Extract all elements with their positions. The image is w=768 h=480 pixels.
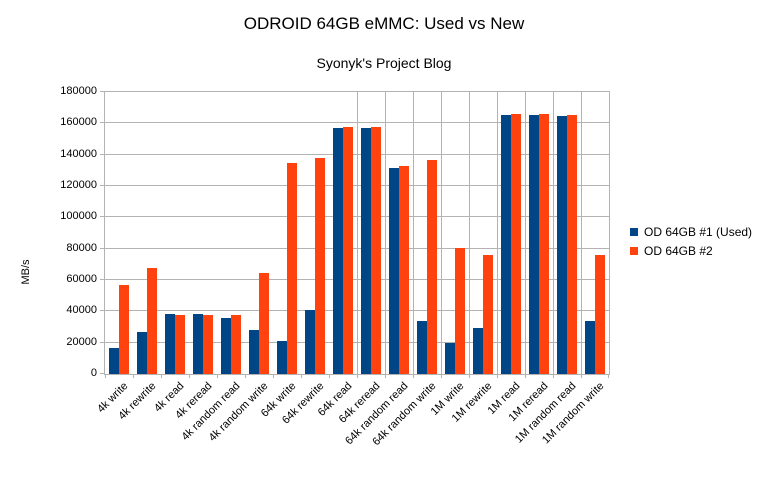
x-axis-tick: [385, 374, 386, 378]
legend-label: OD 64GB #1 (Used): [644, 224, 753, 239]
legend-marker: [630, 246, 638, 255]
legend: OD 64GB #1 (Used) OD 64GB #2: [630, 222, 752, 260]
x-gridline: [413, 92, 414, 374]
y-axis-tick: [100, 279, 105, 280]
y-axis-tick: [100, 341, 105, 343]
bar: [193, 314, 203, 374]
x-gridline: [469, 92, 470, 374]
x-gridline: [441, 92, 442, 374]
bar: [539, 114, 549, 374]
bar: [455, 247, 465, 374]
bar: [305, 309, 315, 374]
bar: [557, 115, 567, 374]
x-axis-tick: [413, 374, 414, 378]
x-axis-tick: [273, 374, 274, 378]
bar: [175, 314, 185, 374]
y-tick-label: 0: [90, 367, 97, 379]
bar: [119, 284, 129, 374]
x-axis-tick: [161, 374, 162, 378]
bar: [585, 321, 595, 374]
x-gridline: [497, 92, 498, 374]
y-tick-label: 160000: [60, 116, 97, 129]
bar: [287, 163, 297, 374]
bar: [343, 126, 353, 374]
y-tick-label: 60000: [66, 273, 97, 285]
x-axis-tick: [608, 374, 609, 378]
x-axis-tick: [553, 374, 554, 378]
bar: [203, 314, 213, 374]
bar: [165, 314, 175, 374]
plot-area: 0 20000 40000 60000 80000 100000 120000 140000 1…: [60, 85, 610, 448]
bar: [445, 342, 455, 374]
bar: [333, 128, 343, 374]
bar: [567, 115, 577, 374]
bar: [361, 127, 371, 374]
y-tick-label: 40000: [66, 304, 97, 317]
legend-marker: [630, 227, 638, 236]
bar: [529, 114, 539, 374]
bar: [427, 160, 437, 374]
bar: [417, 320, 427, 374]
legend-item: OD 64GB #2: [630, 241, 752, 260]
bar: [109, 348, 119, 374]
y-tick-label: 140000: [60, 147, 97, 160]
y-gridline: [105, 91, 609, 92]
bar: [399, 165, 409, 374]
chart-subtitle: Syonyk's Project Blog: [316, 55, 452, 71]
bar: [501, 115, 511, 374]
y-axis-tick: [100, 122, 105, 124]
bar: [595, 254, 605, 374]
bar: [315, 157, 325, 374]
y-axis-title: MB/s: [20, 259, 32, 285]
bar: [259, 272, 269, 374]
chart-title: ODROID 64GB eMMC: Used vs New: [243, 14, 525, 33]
x-axis-tick: [245, 374, 246, 378]
x-gridline: [525, 92, 526, 374]
y-axis-tick: [100, 310, 105, 312]
x-axis-tick: [525, 374, 526, 378]
bar: [473, 327, 483, 374]
x-axis-tick: [497, 374, 498, 378]
bar: [371, 126, 381, 374]
x-gridline: [357, 92, 358, 374]
x-axis-tick: [329, 374, 330, 378]
bar: [483, 254, 493, 374]
y-axis-tick: [100, 247, 105, 249]
bar: [231, 314, 241, 374]
y-tick-label: 80000: [66, 241, 97, 254]
x-axis-tick: [189, 374, 190, 378]
x-axis-tick: [469, 374, 470, 378]
y-tick-label: 120000: [60, 179, 97, 191]
legend-item: OD 64GB #1 (Used): [630, 222, 752, 241]
x-axis-tick: [357, 374, 358, 378]
x-axis-tick: [217, 374, 218, 378]
bar: [277, 340, 287, 374]
y-axis-tick: [100, 216, 105, 218]
x-axis-tick: [133, 374, 134, 378]
bar: [389, 168, 399, 374]
bar: [147, 267, 157, 374]
x-axis-tick: [441, 374, 442, 378]
bar: [511, 113, 521, 374]
y-axis-tick: [100, 185, 105, 186]
x-gridline: [581, 92, 582, 374]
x-axis-tick: [581, 374, 582, 378]
bar: [137, 331, 147, 374]
y-tick-label: 20000: [66, 335, 97, 348]
bar: [249, 329, 259, 374]
y-axis-tick: [100, 373, 105, 374]
bar: [221, 317, 231, 374]
y-axis-tick: [100, 91, 105, 92]
x-axis-tick: [301, 374, 302, 378]
y-axis-tick: [100, 153, 105, 155]
legend-label: OD 64GB #2: [644, 243, 713, 258]
y-tick-label: 100000: [60, 210, 97, 223]
x-gridline: [553, 92, 554, 374]
x-axis-tick: [105, 374, 106, 378]
x-gridline: [385, 92, 386, 374]
y-tick-label: 180000: [60, 85, 97, 97]
